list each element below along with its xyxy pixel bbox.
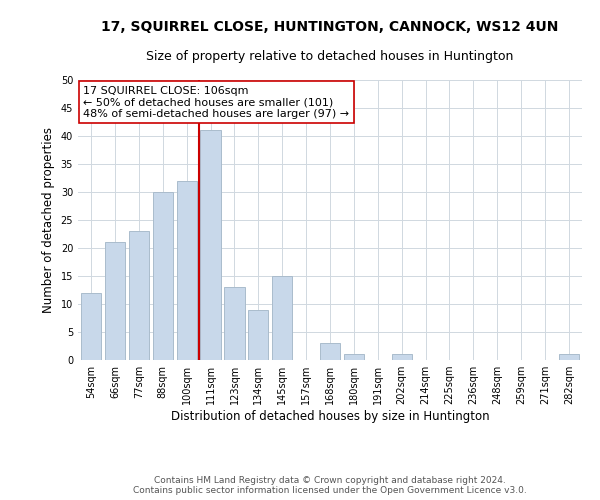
Bar bbox=[176, 181, 197, 360]
X-axis label: Distribution of detached houses by size in Huntington: Distribution of detached houses by size … bbox=[170, 410, 490, 423]
Text: Contains HM Land Registry data © Crown copyright and database right 2024.
Contai: Contains HM Land Registry data © Crown c… bbox=[133, 476, 527, 495]
Text: 17 SQUIRREL CLOSE: 106sqm
← 50% of detached houses are smaller (101)
48% of semi: 17 SQUIRREL CLOSE: 106sqm ← 50% of detac… bbox=[83, 86, 349, 119]
Bar bbox=[320, 343, 340, 360]
Bar bbox=[272, 276, 292, 360]
Bar bbox=[152, 192, 173, 360]
Bar bbox=[105, 242, 125, 360]
Bar bbox=[129, 231, 149, 360]
Bar bbox=[81, 293, 101, 360]
Bar bbox=[392, 354, 412, 360]
Text: Size of property relative to detached houses in Huntington: Size of property relative to detached ho… bbox=[146, 50, 514, 63]
Y-axis label: Number of detached properties: Number of detached properties bbox=[42, 127, 55, 313]
Bar bbox=[200, 130, 221, 360]
Bar bbox=[224, 287, 245, 360]
Bar bbox=[559, 354, 579, 360]
Text: 17, SQUIRREL CLOSE, HUNTINGTON, CANNOCK, WS12 4UN: 17, SQUIRREL CLOSE, HUNTINGTON, CANNOCK,… bbox=[101, 20, 559, 34]
Bar bbox=[248, 310, 268, 360]
Bar bbox=[344, 354, 364, 360]
